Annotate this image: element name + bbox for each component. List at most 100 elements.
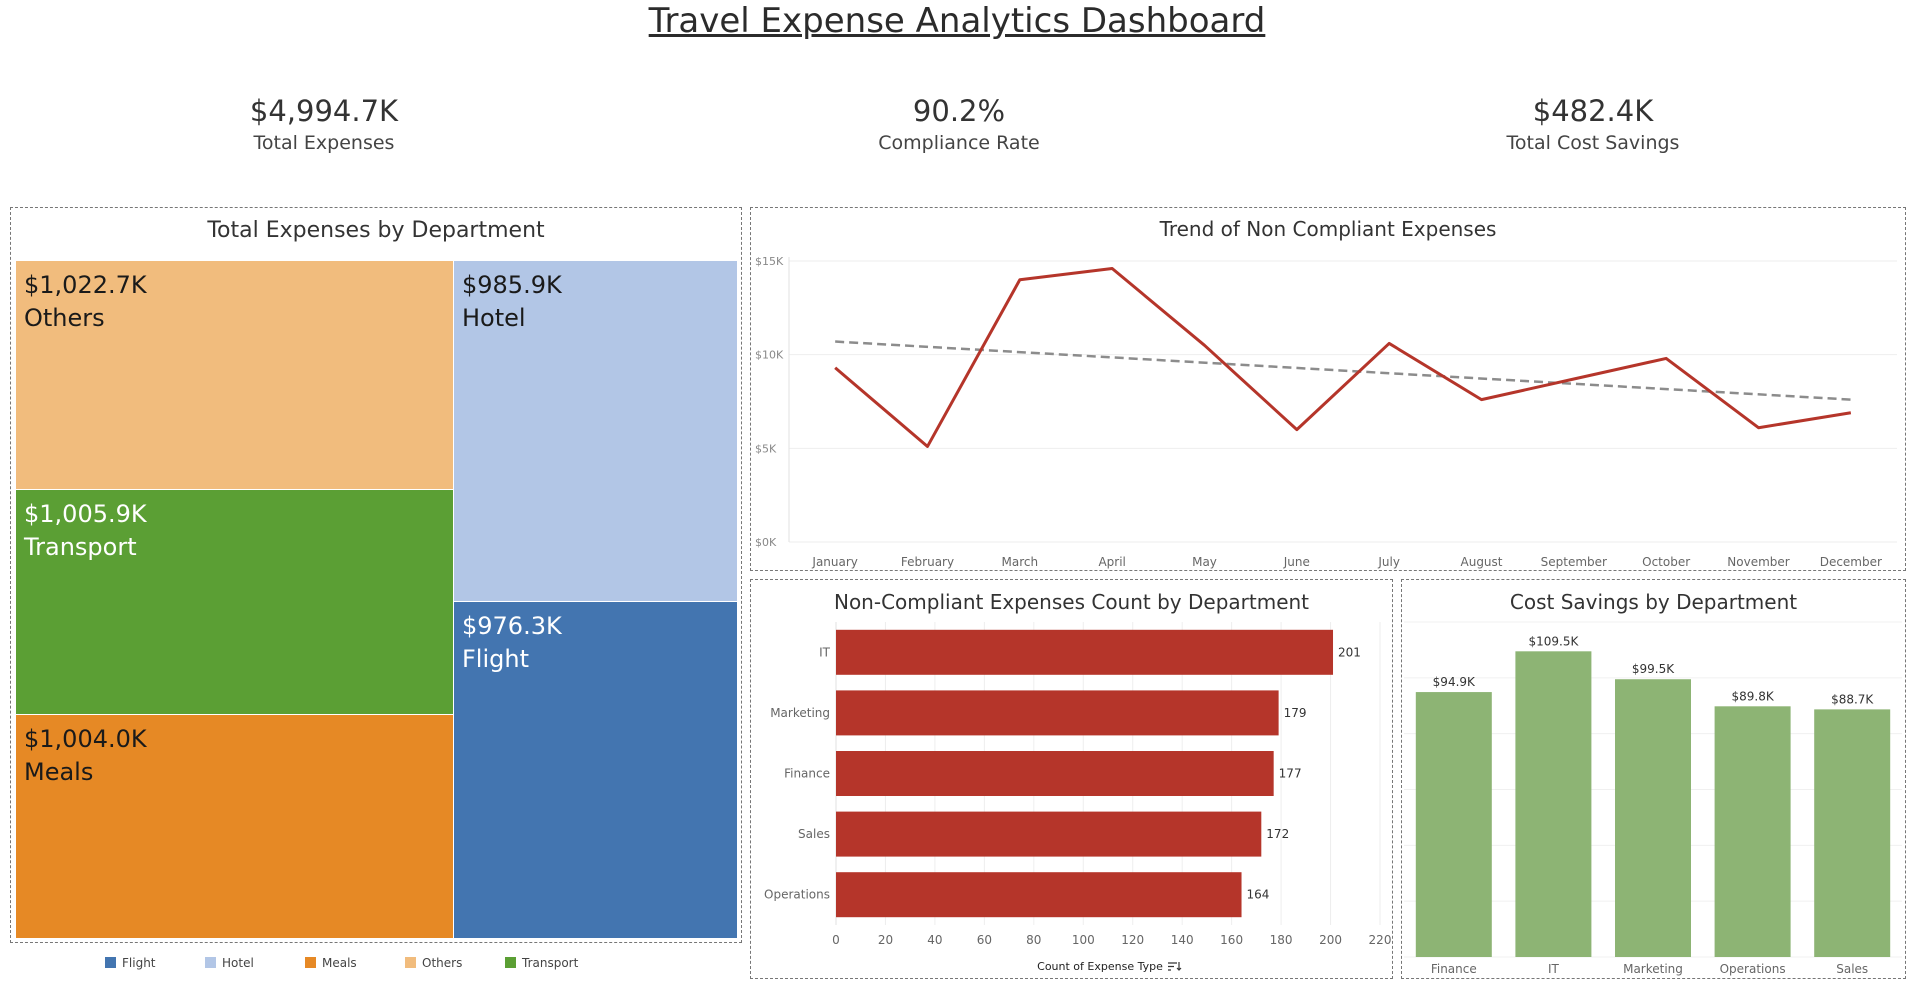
noncompliant-value-label: 164 xyxy=(1247,888,1270,902)
savings-bar-finance[interactable] xyxy=(1415,692,1492,957)
legend-item-meals[interactable]: Meals xyxy=(305,955,357,971)
noncompliant-category-label: Sales xyxy=(798,827,830,841)
legend-item-flight[interactable]: Flight xyxy=(105,955,156,971)
noncompliant-xtick-label: 20 xyxy=(878,933,893,947)
trend-line xyxy=(835,340,1851,401)
savings-category-label: Marketing xyxy=(1623,962,1683,976)
noncompliant-xtick-label: 220 xyxy=(1369,933,1392,947)
noncompliant-xtick-label: 40 xyxy=(927,933,942,947)
treemap-value-transport: $1,005.9K xyxy=(24,500,147,528)
noncompliant-value-label: 172 xyxy=(1266,827,1289,841)
trend-ytick-label: $15K xyxy=(755,255,784,268)
treemap-value-others: $1,022.7K xyxy=(24,271,147,299)
treemap-label-meals: Meals xyxy=(24,758,94,786)
trend-point-november[interactable] xyxy=(1756,425,1762,431)
trend-point-october[interactable] xyxy=(1663,355,1669,361)
noncompliant-category-label: Marketing xyxy=(770,706,830,720)
kpi-cost-savings-label: Total Cost Savings xyxy=(1506,132,1680,154)
noncompliant-xtick-label: 200 xyxy=(1319,933,1342,947)
trend-panel: Trend of Non Compliant Expenses $0K $5K $1… xyxy=(750,207,1906,571)
trend-xtick-label: November xyxy=(1727,555,1789,569)
savings-bar-it[interactable] xyxy=(1515,651,1592,957)
trend-point-june[interactable] xyxy=(1294,427,1300,433)
kpi-total-expenses-value: $4,994.7K xyxy=(249,94,399,128)
treemap-tile-transport[interactable]: $1,005.9K Transport xyxy=(16,490,454,715)
savings-chart: $94.9K Finance $109.5K IT $99.5K Marketing $89… xyxy=(1404,621,1902,976)
noncompliant-xtick-label: 160 xyxy=(1220,933,1243,947)
treemap-tile-meals[interactable]: $1,004.0K Meals xyxy=(16,715,454,939)
noncompliant-xtick-label: 80 xyxy=(1026,933,1041,947)
treemap-label-flight: Flight xyxy=(462,645,529,673)
legend-item-transport[interactable]: Transport xyxy=(505,955,578,971)
savings-bar-marketing[interactable] xyxy=(1615,679,1691,957)
treemap-value-hotel: $985.9K xyxy=(462,271,562,299)
legend-swatch-meals xyxy=(305,957,316,968)
legend-label-transport: Transport xyxy=(522,956,579,970)
savings-value-label: $109.5K xyxy=(1528,634,1579,648)
trend-ytick-label: $10K xyxy=(755,349,784,362)
noncompliant-value-label: 177 xyxy=(1279,767,1302,781)
kpi-total-expenses: $4,994.7K Total Expenses xyxy=(124,92,524,156)
noncompliant-bar-it[interactable] xyxy=(836,629,1334,675)
noncompliant-bar-operations[interactable] xyxy=(836,872,1242,918)
savings-category-label: IT xyxy=(1548,962,1560,976)
trend-point-july[interactable] xyxy=(1386,340,1392,346)
noncompliant-xtick-label: 60 xyxy=(977,933,992,947)
treemap-tile-others[interactable]: $1,022.7K Others xyxy=(16,261,454,490)
trend-point-september[interactable] xyxy=(1571,376,1577,382)
legend-swatch-hotel xyxy=(205,957,216,968)
sort-icon[interactable] xyxy=(1168,962,1182,971)
dashboard-title: Travel Expense Analytics Dashboard xyxy=(648,1,1266,41)
savings-bar-sales[interactable] xyxy=(1814,709,1891,957)
noncompliant-bar-sales[interactable] xyxy=(836,811,1262,857)
trend-title: Trend of Non Compliant Expenses xyxy=(1159,217,1497,241)
noncompliant-x-axis-title: Count of Expense Type xyxy=(1037,960,1163,973)
noncompliant-xtick-label: 100 xyxy=(1072,933,1095,947)
trend-point-december[interactable] xyxy=(1848,410,1854,416)
kpi-compliance-rate-value: 90.2% xyxy=(912,94,1006,128)
savings-panel: Cost Savings by Department $94.9K Finance… xyxy=(1401,579,1906,979)
savings-category-label: Sales xyxy=(1836,962,1868,976)
treemap-label-transport: Transport xyxy=(24,533,137,561)
kpi-cost-savings-value: $482.4K xyxy=(1532,94,1654,128)
noncompliant-bar-finance[interactable] xyxy=(836,751,1274,796)
trend-point-august[interactable] xyxy=(1479,397,1485,403)
kpi-compliance-rate-label: Compliance Rate xyxy=(878,132,1040,154)
kpi-cost-savings: $482.4K Total Cost Savings xyxy=(1393,92,1793,156)
treemap-tile-hotel[interactable]: $985.9K Hotel xyxy=(454,261,738,602)
trend-chart: $0K $5K $10K $15K January February March April M… xyxy=(755,255,1897,569)
trend-xtick-label: March xyxy=(1002,555,1039,569)
legend-label-hotel: Hotel xyxy=(222,956,254,970)
trend-xtick-label: February xyxy=(901,555,954,569)
trend-xtick-label: October xyxy=(1642,555,1690,569)
legend-swatch-transport xyxy=(505,957,516,968)
trend-xtick-label: December xyxy=(1820,555,1882,569)
noncompliant-title: Non-Compliant Expenses Count by Departme… xyxy=(833,590,1310,614)
savings-value-label: $94.9K xyxy=(1433,675,1476,689)
noncompliant-bar-marketing[interactable] xyxy=(836,690,1279,736)
treemap-area: $1,022.7K Others $1,005.9K Transport $1,004.… xyxy=(16,261,738,939)
treemap-tile-flight[interactable]: $976.3K Flight xyxy=(454,602,738,939)
noncompliant-xtick-label: 120 xyxy=(1121,933,1144,947)
savings-title: Cost Savings by Department xyxy=(1509,590,1798,614)
treemap-value-flight: $976.3K xyxy=(462,612,562,640)
legend-label-others: Others xyxy=(422,956,463,970)
savings-bar-operations[interactable] xyxy=(1714,706,1791,957)
noncompliant-xtick-label: 0 xyxy=(832,933,840,947)
noncompliant-panel: Non-Compliant Expenses Count by Departme… xyxy=(750,579,1393,979)
noncompliant-value-label: 201 xyxy=(1338,645,1361,659)
legend-swatch-others xyxy=(405,957,416,968)
trend-xtick-label: August xyxy=(1461,555,1503,569)
savings-value-label: $99.5K xyxy=(1632,662,1675,676)
kpi-compliance-rate: 90.2% Compliance Rate xyxy=(759,92,1159,156)
trend-point-january[interactable] xyxy=(832,365,838,371)
trend-point-may[interactable] xyxy=(1202,342,1208,348)
trend-point-april[interactable] xyxy=(1109,265,1115,271)
trend-point-february[interactable] xyxy=(925,443,931,449)
treemap-legend: Flight Hotel Meals Others Transport xyxy=(0,955,760,977)
trend-series-line[interactable] xyxy=(834,266,1852,448)
kpi-total-expenses-label: Total Expenses xyxy=(253,132,395,154)
legend-item-others[interactable]: Others xyxy=(405,955,462,971)
legend-item-hotel[interactable]: Hotel xyxy=(205,955,254,971)
trend-point-march[interactable] xyxy=(1017,277,1023,283)
